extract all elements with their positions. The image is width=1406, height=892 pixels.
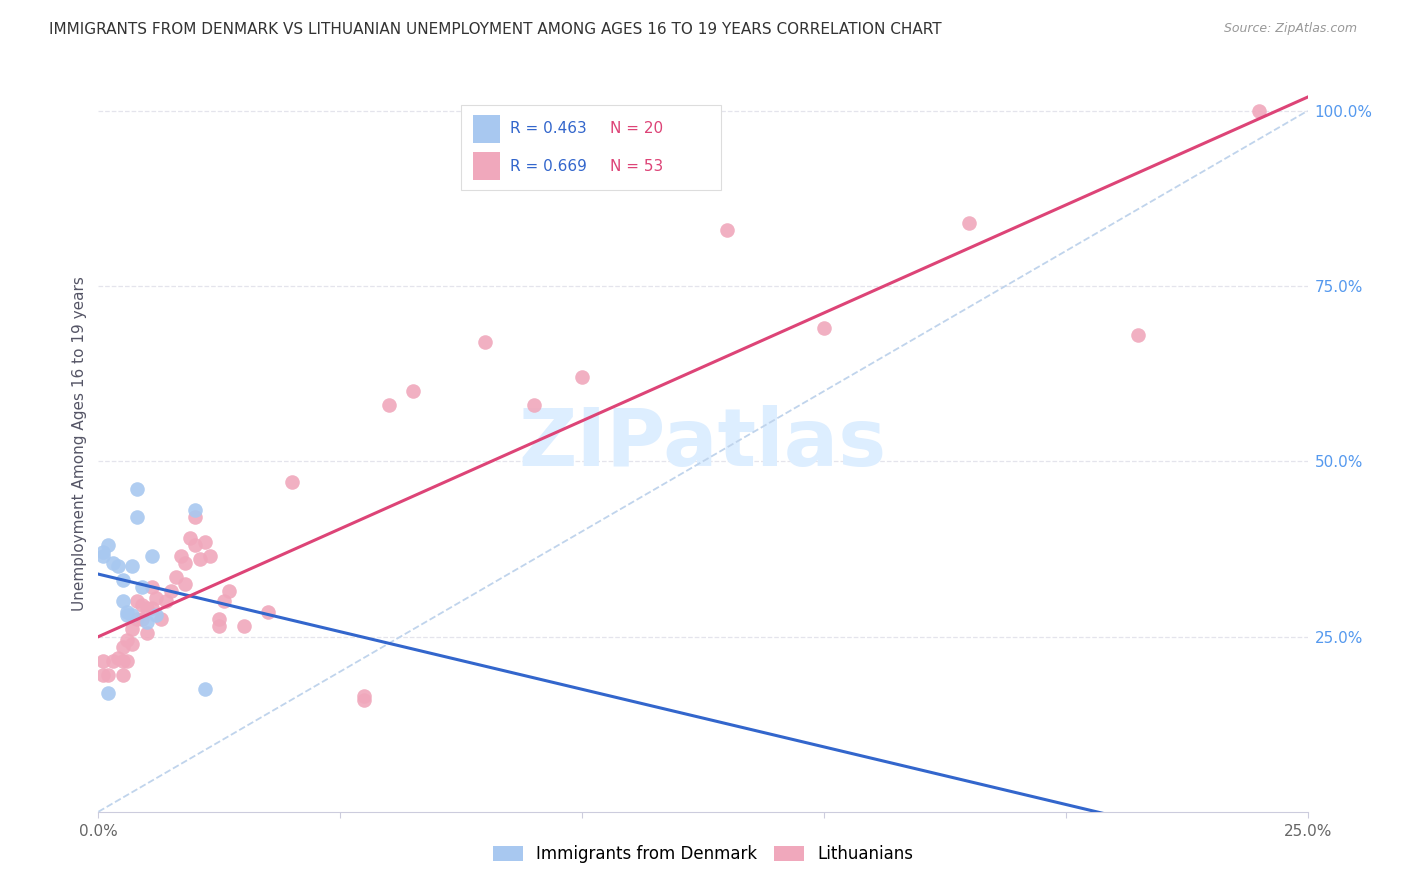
Point — [165, 570, 187, 584]
Text: R = 0.669: R = 0.669 — [509, 159, 586, 174]
Point — [145, 608, 167, 623]
Point — [117, 654, 139, 668]
Point — [135, 626, 157, 640]
Point — [117, 633, 139, 648]
Point — [208, 612, 231, 626]
FancyBboxPatch shape — [461, 105, 721, 190]
Point — [101, 556, 124, 570]
Legend: Immigrants from Denmark, Lithuanians: Immigrants from Denmark, Lithuanians — [486, 838, 920, 870]
Text: R = 0.463: R = 0.463 — [509, 121, 586, 136]
Point — [121, 623, 143, 637]
Point — [91, 545, 114, 559]
Point — [353, 689, 375, 703]
Point — [194, 534, 217, 549]
Point — [127, 594, 149, 608]
Point — [353, 692, 375, 706]
Point — [107, 650, 129, 665]
Point — [131, 581, 153, 595]
Point — [474, 335, 496, 350]
Point — [141, 581, 163, 595]
Point — [155, 594, 177, 608]
Point — [97, 538, 120, 552]
Point — [218, 584, 240, 599]
Point — [160, 584, 183, 599]
Point — [212, 594, 235, 608]
Point — [571, 370, 593, 384]
Point — [111, 574, 134, 588]
Point — [127, 510, 149, 524]
Point — [150, 612, 173, 626]
Point — [179, 532, 201, 546]
Point — [256, 605, 278, 619]
Text: N = 53: N = 53 — [610, 159, 664, 174]
Point — [127, 483, 149, 497]
Point — [184, 503, 207, 517]
Point — [97, 668, 120, 682]
Point — [141, 601, 163, 615]
Point — [127, 612, 149, 626]
FancyBboxPatch shape — [474, 153, 501, 180]
Point — [97, 685, 120, 699]
Point — [194, 682, 217, 697]
Point — [281, 475, 304, 490]
Point — [91, 668, 114, 682]
Point — [232, 619, 254, 633]
Point — [131, 598, 153, 612]
Point — [91, 549, 114, 563]
Point — [813, 321, 835, 335]
Point — [117, 605, 139, 619]
Point — [131, 612, 153, 626]
Point — [402, 384, 425, 399]
Text: Source: ZipAtlas.com: Source: ZipAtlas.com — [1223, 22, 1357, 36]
Point — [174, 556, 197, 570]
Point — [1128, 328, 1150, 343]
Point — [111, 668, 134, 682]
Text: IMMIGRANTS FROM DENMARK VS LITHUANIAN UNEMPLOYMENT AMONG AGES 16 TO 19 YEARS COR: IMMIGRANTS FROM DENMARK VS LITHUANIAN UN… — [49, 22, 942, 37]
Point — [111, 654, 134, 668]
Point — [121, 608, 143, 623]
Point — [135, 601, 157, 615]
FancyBboxPatch shape — [474, 115, 501, 143]
Point — [145, 591, 167, 605]
Text: ZIPatlas: ZIPatlas — [519, 405, 887, 483]
Text: N = 20: N = 20 — [610, 121, 664, 136]
Point — [101, 654, 124, 668]
Point — [117, 608, 139, 623]
Point — [1249, 103, 1271, 118]
Point — [111, 594, 134, 608]
Point — [198, 549, 221, 563]
Point — [184, 510, 207, 524]
Point — [208, 619, 231, 633]
Point — [377, 398, 399, 412]
Point — [174, 577, 197, 591]
Point — [135, 615, 157, 630]
Point — [121, 559, 143, 574]
Point — [523, 398, 546, 412]
Point — [716, 223, 738, 237]
Point — [91, 654, 114, 668]
Point — [107, 559, 129, 574]
Point — [188, 552, 211, 566]
Point — [111, 640, 134, 654]
Point — [957, 216, 980, 230]
Point — [141, 549, 163, 563]
Y-axis label: Unemployment Among Ages 16 to 19 years: Unemployment Among Ages 16 to 19 years — [72, 277, 87, 611]
Point — [121, 636, 143, 650]
Point — [184, 538, 207, 552]
Point — [169, 549, 191, 563]
